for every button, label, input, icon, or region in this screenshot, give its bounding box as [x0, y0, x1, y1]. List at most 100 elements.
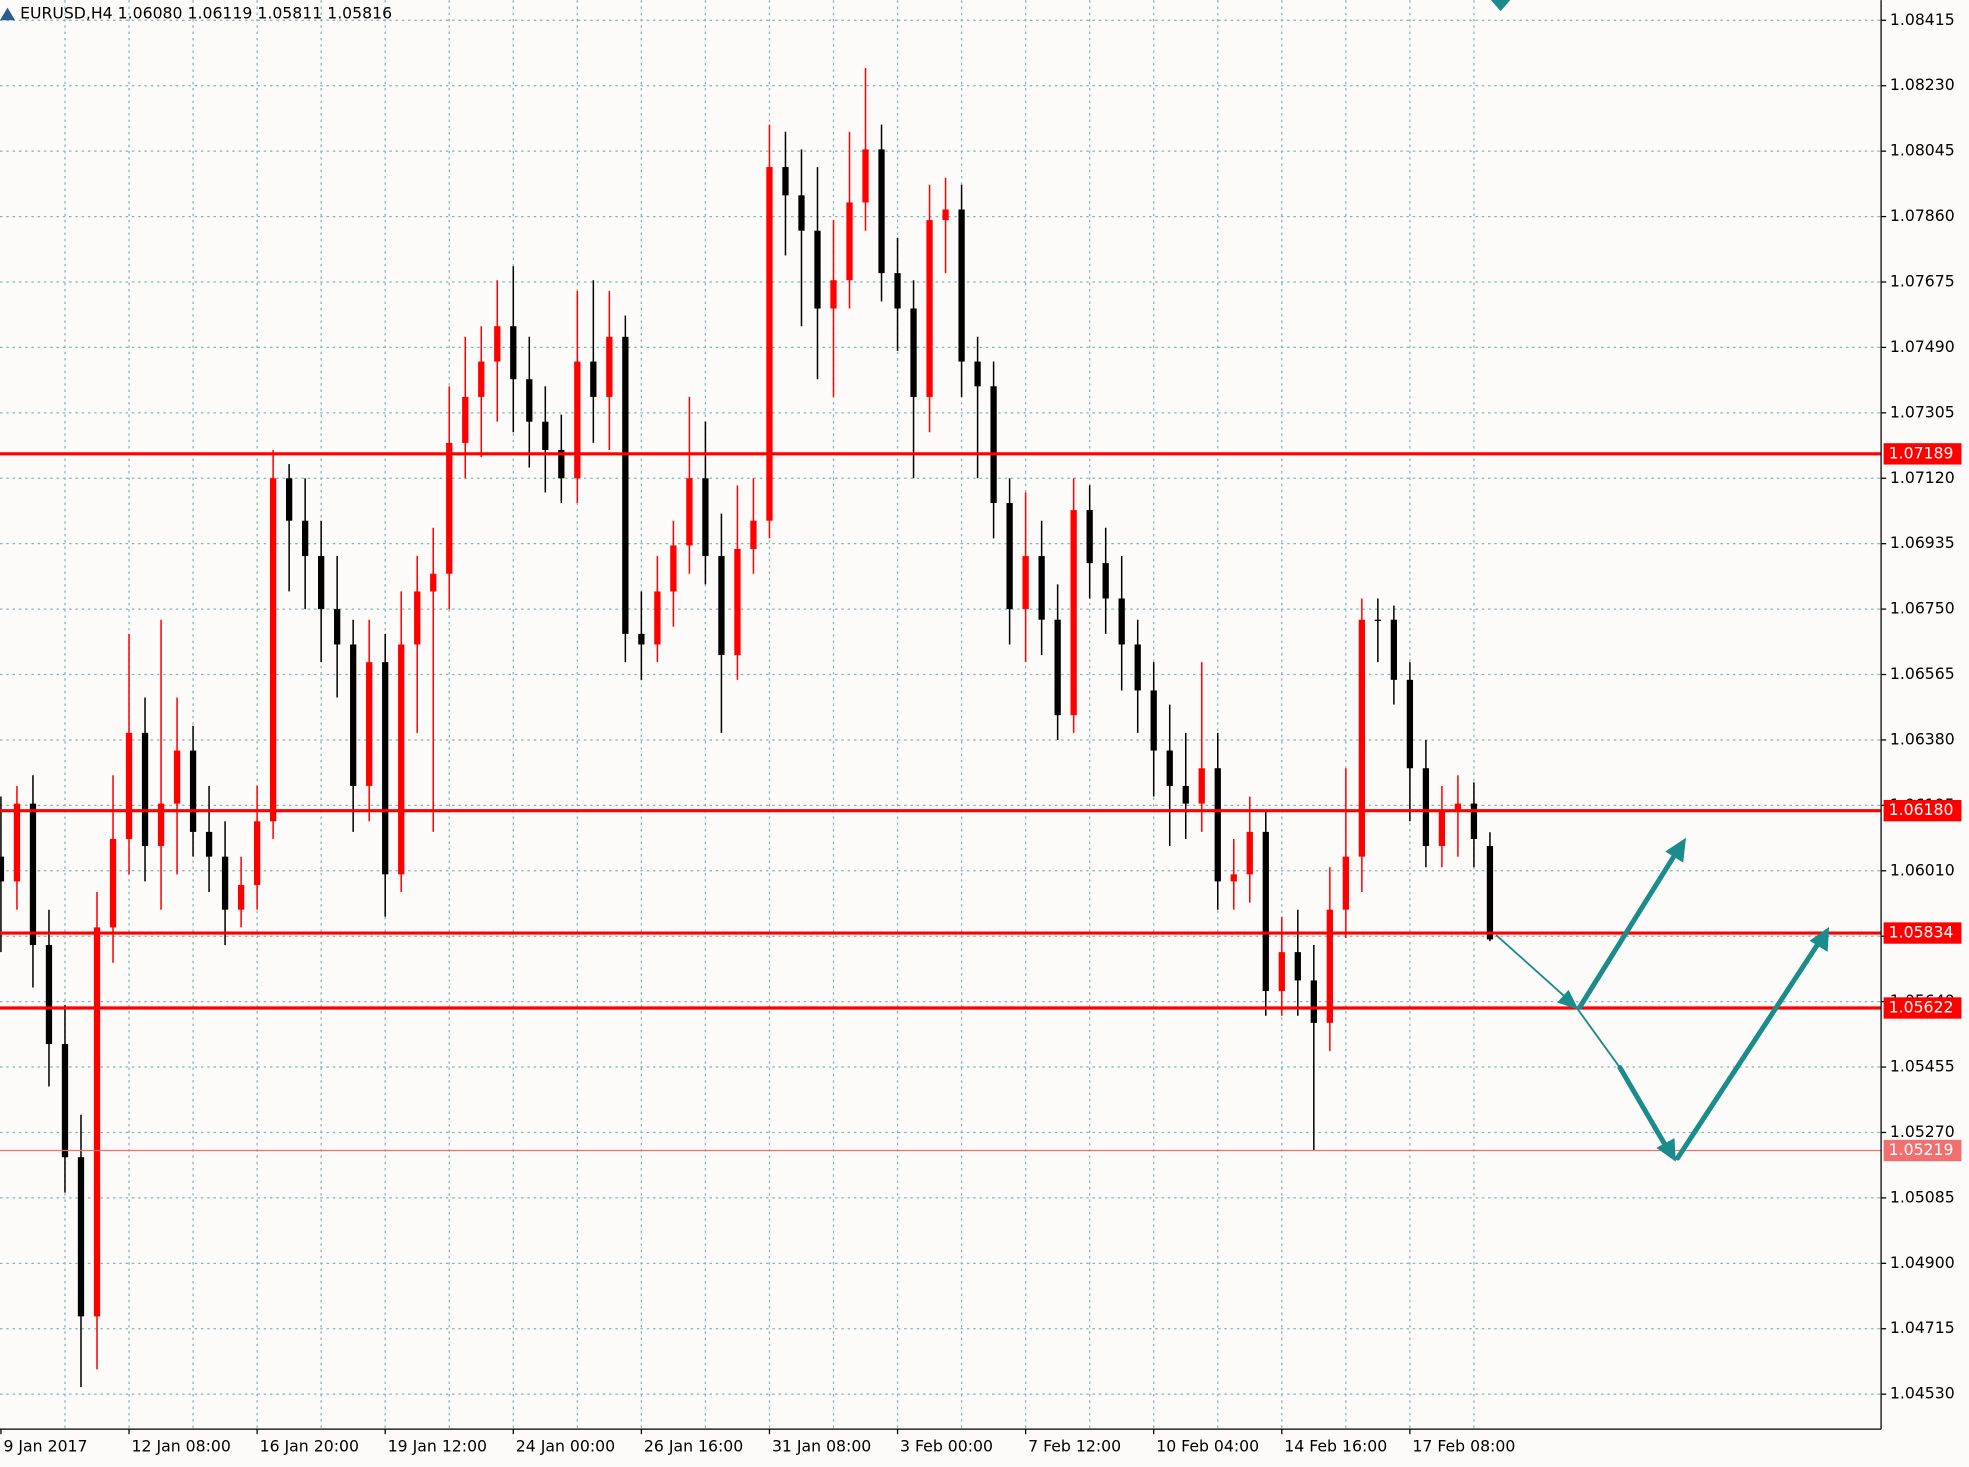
x-tick-label: 26 Jan 16:00: [644, 1436, 743, 1455]
level-label-box: [1883, 997, 1962, 1019]
candle-body: [670, 545, 677, 592]
level-label: 1.05834: [1889, 923, 1954, 942]
y-tick-label: 1.04530: [1890, 1384, 1955, 1403]
candle-body: [1438, 810, 1446, 847]
level-label: 1.07189: [1889, 443, 1954, 462]
candle-body: [622, 336, 629, 634]
candle-body: [798, 195, 805, 231]
candle-body: [1054, 619, 1061, 716]
x-tick-label: 16 Jan 20:00: [260, 1436, 359, 1455]
candle-body: [1198, 768, 1205, 804]
candle-body: [526, 379, 533, 422]
candle-body: [974, 361, 981, 387]
x-tick-label: 7 Feb 12:00: [1028, 1436, 1121, 1455]
y-tick-label: 1.07675: [1890, 271, 1955, 290]
candle-body: [221, 856, 229, 910]
level-label-box: [1883, 1139, 1962, 1162]
candle-body: [782, 167, 789, 196]
candle-body: [189, 750, 197, 832]
candle-body: [830, 280, 837, 309]
candle-body: [574, 361, 581, 479]
candle-body: [1326, 909, 1333, 1023]
candle-body: [1374, 619, 1381, 621]
y-tick-label: 1.07490: [1890, 337, 1955, 356]
candle-body: [910, 308, 917, 397]
level-label-box: [1883, 922, 1962, 944]
candle-body: [654, 591, 661, 645]
x-tick-label: 10 Feb 04:00: [1156, 1436, 1259, 1455]
candle-body: [590, 361, 597, 397]
candle-body: [846, 202, 853, 281]
candle-body: [1358, 619, 1365, 857]
candle-body: [0, 856, 5, 882]
candle-body: [1454, 803, 1462, 811]
arrow-line: [1577, 847, 1681, 1010]
candle-body: [1070, 510, 1077, 716]
level-label-box: [1883, 443, 1962, 465]
candle-body: [1262, 831, 1269, 992]
y-tick-label: 1.05270: [1890, 1122, 1955, 1141]
candle-body: [1006, 503, 1013, 610]
x-tick-label: 24 Jan 00:00: [516, 1436, 615, 1455]
x-tick-label: 17 Feb 08:00: [1412, 1436, 1515, 1455]
candle-body: [1342, 856, 1349, 910]
y-tick-label: 1.07860: [1890, 206, 1955, 225]
candle-body: [1086, 510, 1093, 564]
candle-body: [558, 449, 565, 479]
chart-title: EURUSD,H4 1.06080 1.06119 1.05811 1.0581…: [20, 3, 392, 22]
forecast-arrows: [1490, 0, 1830, 1162]
candle-body: [414, 591, 421, 645]
candle-body: [29, 803, 37, 946]
arrow-line: [1576, 1007, 1621, 1069]
candle-body: [1214, 768, 1221, 882]
x-tick-label: 3 Feb 00:00: [900, 1436, 993, 1455]
candle-body: [1422, 768, 1430, 847]
candle-body: [1022, 556, 1029, 610]
candle-body: [702, 478, 709, 557]
y-tick-label: 1.05455: [1890, 1057, 1955, 1076]
x-tick-label: 14 Feb 16:00: [1284, 1436, 1387, 1455]
x-tick-label: 12 Jan 08:00: [132, 1436, 231, 1455]
y-tick-label: 1.06750: [1890, 599, 1955, 618]
candle-body: [13, 803, 21, 882]
y-tick-label: 1.08230: [1890, 75, 1955, 94]
candle-body: [446, 442, 453, 574]
arrow-line: [1495, 934, 1571, 1002]
candle-body: [141, 732, 149, 847]
candle-body: [638, 633, 645, 645]
y-tick-label: 1.05085: [1890, 1187, 1955, 1206]
candle-body: [173, 750, 181, 804]
candle-body: [1246, 831, 1253, 875]
candle-body: [1486, 846, 1494, 940]
y-tick-label: 1.08045: [1890, 141, 1955, 160]
level-label: 1.06180: [1889, 800, 1954, 819]
candle-body: [990, 386, 997, 504]
candle-body: [862, 149, 869, 203]
candle-body: [61, 1044, 69, 1158]
candle-body: [926, 220, 933, 397]
symbol-icon: [0, 7, 16, 21]
candle-body: [814, 230, 821, 309]
y-tick-label: 1.07120: [1890, 468, 1955, 487]
candle-body: [718, 556, 725, 656]
candle-body: [686, 478, 693, 546]
x-tick-label: 9 Jan 2017: [3, 1436, 87, 1455]
candle-body: [1182, 785, 1189, 804]
candle-body: [878, 149, 885, 274]
candle-body: [430, 573, 437, 592]
candle-body: [157, 803, 165, 847]
candle-body: [366, 662, 373, 786]
candle-body: [1470, 803, 1478, 839]
x-tick-label: 31 Jan 08:00: [772, 1436, 871, 1455]
marker: [1490, 0, 1511, 12]
level-label-box: [1883, 800, 1962, 822]
candle-body: [734, 548, 741, 656]
candle-body: [510, 326, 517, 380]
candle-body: [334, 609, 341, 645]
y-tick-label: 1.06935: [1890, 533, 1955, 552]
candle-body: [462, 396, 469, 443]
candle-body: [398, 644, 405, 875]
candle-body: [1166, 750, 1173, 786]
